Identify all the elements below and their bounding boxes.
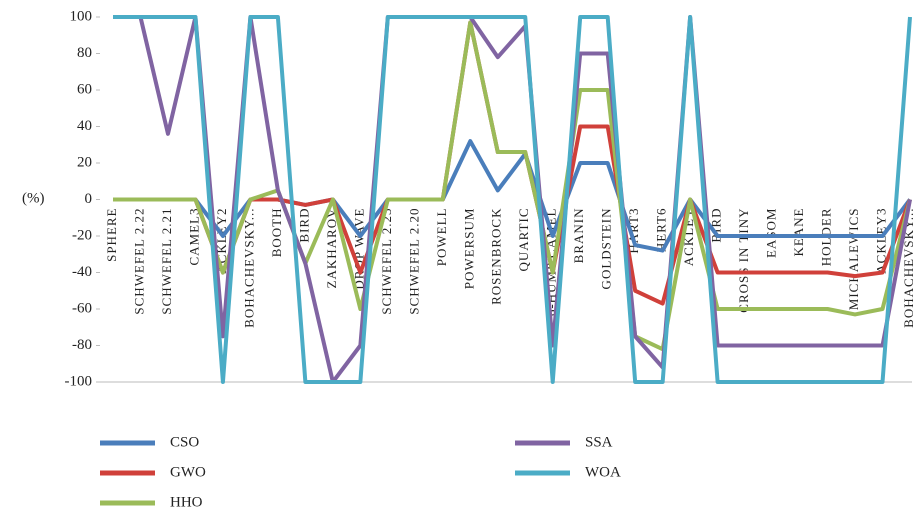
y-tick-label: 100 — [70, 8, 93, 24]
legend-label: GWO — [170, 464, 206, 480]
x-tick-label: QUARTIC — [516, 208, 531, 272]
y-tick-label: 40 — [77, 118, 92, 134]
x-tick-label: GOLDSTEIN — [599, 208, 614, 290]
y-tick-label: -100 — [65, 373, 93, 389]
x-tick-label: SCHWEFEL 2.20 — [406, 208, 421, 315]
x-tick-label: POWELL — [434, 208, 449, 267]
x-tick-label: MICHALEWICS — [846, 208, 861, 311]
y-tick-label: -80 — [72, 337, 92, 353]
series-line — [113, 15, 912, 384]
x-tick-label: ACKLEY3 — [874, 208, 889, 274]
x-tick-label: SPHERE — [104, 208, 119, 262]
x-tick-label: POWERSUM — [461, 208, 476, 290]
series-line — [113, 139, 912, 253]
y-tick-label: -40 — [72, 264, 92, 280]
legend-label: WOA — [585, 464, 621, 480]
x-tick-label: BOHACHEVSKY... — [241, 208, 256, 328]
x-tick-label: ROSENBROCK — [489, 208, 504, 305]
x-tick-label: KEANE — [791, 208, 806, 257]
x-tick-label: BIRD — [296, 208, 311, 243]
x-tick-label: SCHWEFEL 2.21 — [159, 208, 174, 315]
x-tick-label: BOOTH — [269, 208, 284, 258]
y-tick-label: 0 — [85, 191, 93, 207]
y-tick-label: -20 — [72, 227, 92, 243]
series-line — [113, 20, 912, 352]
x-tick-label: CROSS IN TINY — [736, 208, 751, 313]
legend-label: CSO — [170, 434, 199, 450]
legend-label: HHO — [170, 494, 203, 510]
legend-label: SSA — [585, 434, 613, 450]
y-tick-label: -60 — [72, 300, 92, 316]
x-tick-label: HERT6 — [654, 208, 669, 253]
y-tick-label: 80 — [77, 45, 92, 61]
x-tick-label: ZAKHAROV — [324, 208, 339, 289]
x-tick-label: HART3 — [626, 208, 641, 254]
series-line — [113, 15, 912, 384]
x-tick-label: SCHWEFEL 2.22 — [131, 208, 146, 315]
y-tick-label: 20 — [77, 154, 92, 170]
y-tick-label: 60 — [77, 81, 92, 97]
x-tick-label: CAMEL3 — [186, 208, 201, 266]
x-tick-label: EASOM — [764, 208, 779, 259]
x-tick-label: BIRD — [709, 208, 724, 243]
x-tick-label: BRANIN — [571, 208, 586, 264]
x-tick-label: SCHWEFEL 2.23 — [379, 208, 394, 315]
y-axis-label: (%) — [22, 190, 45, 206]
